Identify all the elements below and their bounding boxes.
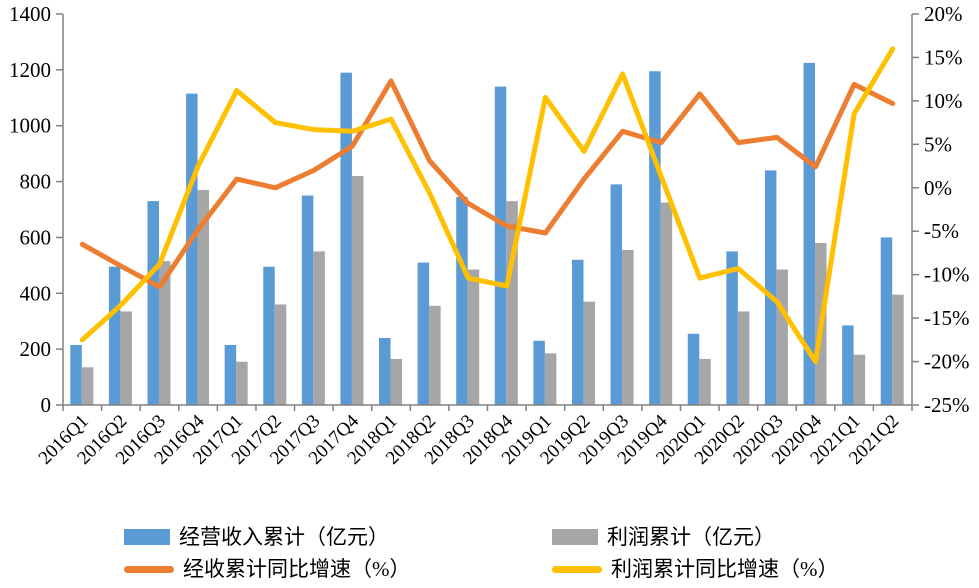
bar-revenue-2016Q1 xyxy=(70,344,82,405)
right-axis-tick-label: -20% xyxy=(924,350,970,374)
bar-revenue-2016Q3 xyxy=(147,201,159,405)
bar-revenue-2017Q2 xyxy=(263,266,275,405)
left-axis-tick-label: 1200 xyxy=(9,58,51,82)
left-axis-tick-label: 0 xyxy=(41,393,52,417)
legend: 经营收入累计（亿元） 利润累计（亿元） 经收累计同比增速（%） 利润累计同比增速（%） xyxy=(0,515,979,588)
bar-profit-2019Q1 xyxy=(544,353,557,405)
bar-revenue-2019Q3 xyxy=(610,184,623,405)
left-axis-tick-label: 1400 xyxy=(9,2,51,26)
bar-profit-2018Q3 xyxy=(467,269,480,405)
right-axis-tick-label: 0% xyxy=(924,176,952,200)
right-axis-tick-label: 20% xyxy=(924,2,963,26)
left-axis-tick-label: 800 xyxy=(20,170,52,194)
bar-revenue-2018Q2 xyxy=(417,262,430,405)
right-axis-tick-label: 5% xyxy=(924,132,952,156)
legend-label: 经营收入累计（亿元） xyxy=(179,525,389,549)
bar-revenue-2016Q4 xyxy=(186,93,198,405)
legend-item: 利润累计（亿元） xyxy=(552,524,775,550)
legend-item: 利润累计同比增速（%） xyxy=(552,556,839,582)
bar-revenue-2017Q4 xyxy=(340,72,352,406)
bar-revenue-2016Q2 xyxy=(108,266,121,405)
right-axis-tick-label: 10% xyxy=(924,89,963,113)
bar-profit-2016Q2 xyxy=(120,311,132,405)
bar-revenue-2019Q4 xyxy=(649,71,661,405)
bar-revenue-2017Q3 xyxy=(301,195,314,405)
bar-revenue-2018Q3 xyxy=(456,196,468,405)
bar-revenue-2020Q1 xyxy=(687,333,700,405)
line-revenue-growth xyxy=(79,78,896,290)
legend-item: 经收累计同比增速（%） xyxy=(124,556,411,582)
bar-profit-2018Q1 xyxy=(390,358,403,405)
bar-revenue-2021Q1 xyxy=(842,325,854,405)
right-axis-tick-label: -5% xyxy=(924,219,959,243)
bar-profit-2017Q3 xyxy=(313,251,325,405)
left-axis-tick-label: 200 xyxy=(20,337,52,361)
bar-revenue-2020Q4 xyxy=(803,62,816,405)
bar-profit-2020Q3 xyxy=(776,269,788,405)
bar-profit-2018Q4 xyxy=(506,201,518,405)
right-axis-tick-label: -10% xyxy=(924,263,970,287)
bar-profit-2017Q2 xyxy=(274,304,287,405)
bar-revenue-2017Q1 xyxy=(224,344,237,405)
left-axis-tick-label: 1000 xyxy=(9,114,51,138)
bar-profit-2020Q2 xyxy=(737,311,750,405)
right-axis-tick-label: 15% xyxy=(924,45,963,69)
right-axis-tick-label: -15% xyxy=(924,306,970,330)
bar-profit-2020Q1 xyxy=(699,358,711,405)
bar-profit-2019Q3 xyxy=(622,249,634,405)
line-profit-growth xyxy=(79,46,896,365)
bar-revenue-2020Q2 xyxy=(726,251,738,405)
legend-swatch-line xyxy=(552,565,602,573)
bar-profit-2017Q4 xyxy=(351,175,364,405)
bar-revenue-2018Q1 xyxy=(379,337,391,405)
legend-item: 经营收入累计（亿元） xyxy=(124,524,389,550)
legend-label: 经收累计同比增速（%） xyxy=(183,557,411,581)
left-axis-tick-label: 600 xyxy=(20,225,52,249)
plot-area: 0 200 400 600 800 1000 1200 1400 -25% -20% -15% -10… xyxy=(9,2,970,469)
bar-profit-2016Q4 xyxy=(197,189,210,405)
bar-profit-2016Q1 xyxy=(81,367,94,405)
legend-swatch-line xyxy=(124,565,174,573)
bar-profit-2017Q1 xyxy=(236,361,248,405)
legend-label: 利润累计同比增速（%） xyxy=(611,557,839,581)
bar-revenue-2019Q2 xyxy=(571,259,584,405)
legend-label: 利润累计（亿元） xyxy=(607,525,775,549)
left-axis-tick-label: 400 xyxy=(20,281,52,305)
bar-revenue-2021Q2 xyxy=(880,237,893,405)
bar-revenue-2019Q1 xyxy=(533,340,545,405)
right-axis-tick-label: -25% xyxy=(924,393,970,417)
bar-revenue-2020Q3 xyxy=(764,170,777,405)
bar-profit-2021Q2 xyxy=(892,294,904,405)
bar-profit-2016Q3 xyxy=(158,261,171,405)
legend-swatch-bar xyxy=(124,529,170,545)
combo-chart: 0 200 400 600 800 1000 1200 1400 -25% -20% -15% -10… xyxy=(9,2,970,469)
legend-swatch-bar xyxy=(552,529,598,545)
bar-profit-2018Q2 xyxy=(429,305,441,405)
bar-profit-2021Q1 xyxy=(853,354,866,405)
bar-profit-2019Q4 xyxy=(660,202,673,405)
bar-revenue-2018Q4 xyxy=(494,86,507,405)
bar-profit-2019Q2 xyxy=(583,301,595,405)
